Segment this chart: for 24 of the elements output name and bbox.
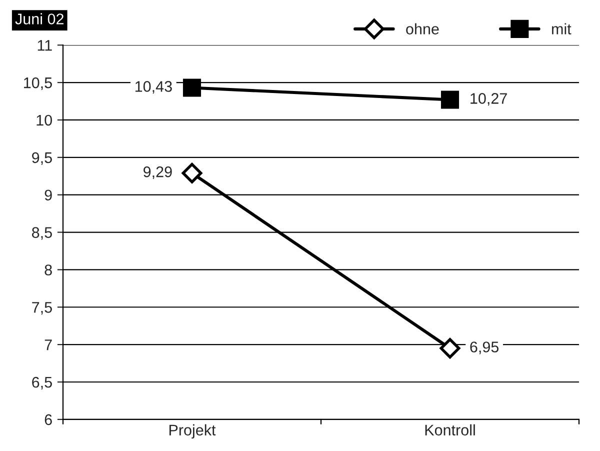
data-label: 10,27: [470, 93, 507, 106]
legend-label: mit: [552, 23, 572, 34]
y-tick-label: 9,5: [32, 152, 52, 165]
x-tick-label: Projekt: [169, 424, 216, 439]
legend-label: ohne: [406, 23, 439, 34]
x-tick-label: Kontroll: [425, 424, 475, 436]
point: [440, 338, 460, 359]
y-tick-label: 7: [44, 340, 52, 350]
data-label: 6,95: [470, 342, 499, 354]
y-tick-label: 9: [44, 190, 52, 201]
data-label: 9,29: [144, 166, 172, 180]
y-tick-label: 11: [38, 40, 52, 51]
point: [440, 90, 460, 109]
y-tick-label: 6,5: [32, 376, 52, 390]
point: [182, 78, 202, 97]
point: [182, 162, 202, 184]
y-tick-label: 7,5: [32, 302, 52, 315]
data-label: 10,43: [135, 81, 172, 94]
y-tick-label: 8,5: [32, 227, 52, 240]
y-tick-label: 8: [44, 264, 52, 276]
chart-title: Juni 02: [15, 13, 64, 24]
y-tick-label: 10: [36, 114, 52, 126]
y-tick-label: 6: [44, 414, 52, 426]
y-tick-label: 10,5: [24, 77, 52, 90]
